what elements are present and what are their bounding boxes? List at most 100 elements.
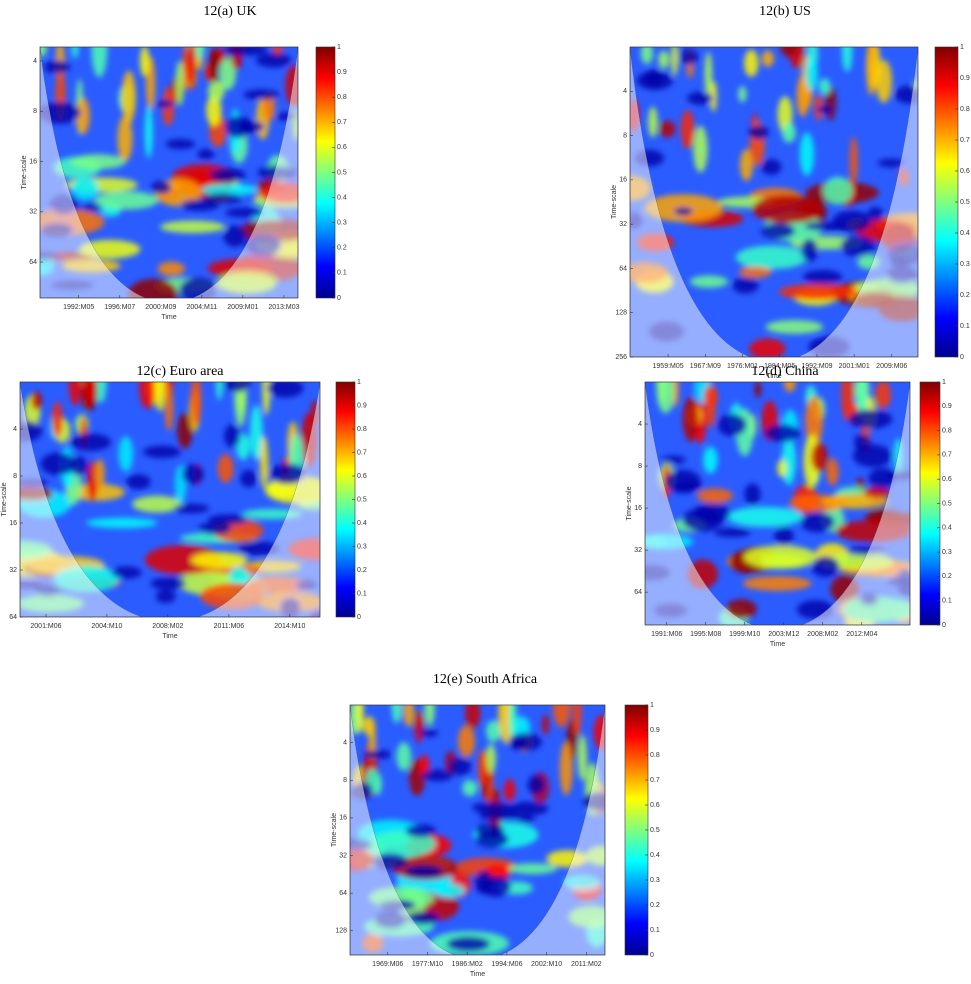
field-blob (150, 577, 187, 590)
y-tick-label: 32 (619, 221, 627, 228)
field-blob (693, 125, 708, 173)
field-blob (132, 495, 183, 513)
colorbar-tick-label: 0.7 (337, 119, 347, 126)
y-tick-label: 64 (619, 265, 627, 272)
field-blob (471, 801, 514, 814)
field-blob (266, 382, 304, 398)
panel: 12(a) UK Time Time-scale 1992:M05 1996:M07 20… (21, 4, 347, 321)
field-blob (31, 391, 43, 410)
field-blob (155, 589, 176, 604)
colorbar-tick-label: 0.6 (337, 144, 347, 151)
colorbar-tick-label: 0.3 (650, 877, 660, 884)
field-blob (748, 125, 769, 140)
field-blob (875, 382, 891, 409)
field-blob (674, 481, 702, 492)
colorbar-tick-label: 0.6 (960, 168, 970, 175)
field-blob (727, 506, 803, 527)
x-tick-label: 2000:M09 (145, 304, 176, 311)
y-tick-label: 4 (33, 58, 37, 65)
x-axis-label: Time (161, 314, 176, 321)
field-blob (751, 195, 824, 224)
field-blob (69, 433, 112, 451)
field-blob (414, 710, 424, 743)
x-tick-label: 2004:M10 (91, 623, 122, 630)
field-blob (841, 382, 854, 422)
field-blob (811, 556, 840, 578)
field-blob (894, 85, 918, 104)
y-tick-label: 32 (634, 547, 642, 554)
field-blob (198, 522, 232, 535)
field-blob (868, 468, 896, 489)
field-blob (219, 58, 237, 90)
y-tick-label: 32 (29, 209, 37, 216)
field-blob (190, 552, 248, 569)
x-tick-label: 2003:M12 (768, 631, 799, 638)
colorbar-tick-label: 0.9 (337, 69, 347, 76)
x-tick-label: 2013:M03 (268, 304, 299, 311)
field-blob (485, 720, 501, 743)
x-tick-label: 1995:M08 (690, 631, 721, 638)
field-blob (552, 705, 571, 728)
field-blob (739, 148, 753, 182)
field-blob (187, 47, 197, 91)
colorbar-tick-label: 1 (650, 702, 654, 709)
field-blob (446, 936, 491, 952)
x-tick-label: 1992:M05 (63, 304, 94, 311)
y-tick-label: 256 (615, 354, 627, 361)
colorbar-tick-label: 0.1 (942, 598, 952, 605)
coherence-field (40, 47, 298, 298)
field-blob (83, 382, 96, 407)
plot-frame (349, 704, 606, 956)
chart-title: 12(d) China (751, 364, 819, 379)
field-blob (204, 193, 243, 204)
x-tick-label: 1991:M06 (651, 631, 682, 638)
field-blob (217, 454, 234, 483)
colorbar-tick-label: 1 (357, 379, 361, 386)
field-blob (661, 455, 686, 464)
y-tick-label: 4 (13, 426, 17, 433)
field-blob (154, 382, 166, 412)
field-blob (717, 413, 747, 437)
field-blob (710, 81, 717, 112)
y-tick-label: 16 (29, 158, 37, 165)
chart-title: 12(e) South Africa (433, 672, 538, 687)
field-blob (743, 545, 818, 570)
field-blob (640, 47, 653, 64)
field-blob (160, 220, 226, 234)
field-blob (805, 396, 823, 446)
field-blob (527, 774, 546, 795)
x-axis-label: Time (162, 633, 177, 640)
y-tick-label: 8 (33, 108, 37, 115)
field-blob (867, 206, 884, 221)
x-tick-label: 2009:M01 (227, 304, 258, 311)
field-blob (689, 275, 729, 288)
colorbar-tick-label: 0.4 (337, 194, 347, 201)
field-blob (777, 459, 787, 478)
colorbar-tick-label: 0 (357, 614, 361, 621)
x-tick-label: 1999:M10 (729, 631, 760, 638)
field-blob (91, 47, 108, 78)
field-blob (209, 49, 219, 84)
field-blob (405, 824, 437, 838)
field-blob (197, 148, 215, 160)
field-blob (821, 494, 889, 509)
coherence-field (350, 705, 605, 955)
colorbar-tick-label: 0.7 (357, 449, 367, 456)
field-blob (738, 86, 747, 103)
y-axis-label: Time-scale (626, 486, 633, 520)
field-blob (94, 382, 107, 403)
coherence-field (645, 382, 910, 625)
y-tick-label: 32 (9, 567, 17, 574)
field-blob (796, 75, 810, 117)
field-blob (800, 238, 818, 262)
field-blob (508, 705, 517, 739)
field-blob (260, 436, 269, 489)
field-blob (765, 319, 824, 334)
colorbar-tick-label: 0.8 (960, 106, 970, 113)
field-blob (774, 526, 794, 547)
field-blob (732, 276, 759, 294)
field-blob (210, 168, 246, 183)
field-blob (764, 424, 801, 443)
colorbar-tick-label: 0.5 (960, 199, 970, 206)
colorbar-tick-label: 0.7 (942, 452, 952, 459)
